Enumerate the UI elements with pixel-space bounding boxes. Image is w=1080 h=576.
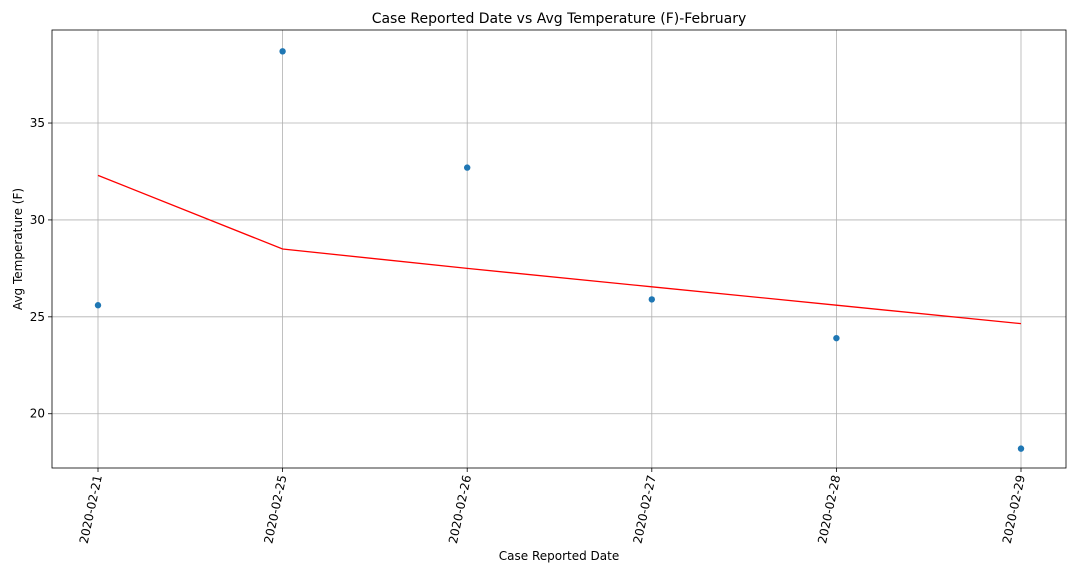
y-tick-label: 25: [30, 310, 45, 324]
plot-series: [94, 48, 1025, 452]
x-tick-label: 2020-02-26: [446, 474, 474, 545]
chart-title: Case Reported Date vs Avg Temperature (F…: [372, 11, 747, 27]
scatter-point: [1017, 445, 1025, 452]
y-tick-label: 30: [30, 213, 45, 227]
x-tick-label: 2020-02-27: [631, 474, 659, 545]
grid: [52, 30, 1066, 468]
axis-ticks: 2020-02-21 2020-02-25 2020-02-26 2020-02-27…: [30, 116, 1028, 545]
x-axis-title: Case Reported Date: [499, 549, 619, 563]
x-tick-label: 2020-02-29: [1000, 474, 1028, 545]
scatter-point: [464, 164, 471, 171]
trend-line: [97, 174, 1022, 325]
x-tick-label: 2020-02-25: [261, 474, 289, 545]
y-tick-label: 35: [30, 116, 45, 130]
plot-frame: [51, 29, 1067, 469]
x-tick-label: 2020-02-28: [815, 474, 843, 545]
scatter-point: [94, 302, 102, 309]
scatter-point: [279, 48, 286, 55]
y-tick-label: 20: [30, 407, 45, 421]
y-axis-title: Avg Temperature (F): [11, 188, 25, 310]
scatter-point: [833, 334, 840, 342]
x-tick-label: 2020-02-21: [77, 474, 105, 545]
scatter-point: [648, 296, 655, 303]
